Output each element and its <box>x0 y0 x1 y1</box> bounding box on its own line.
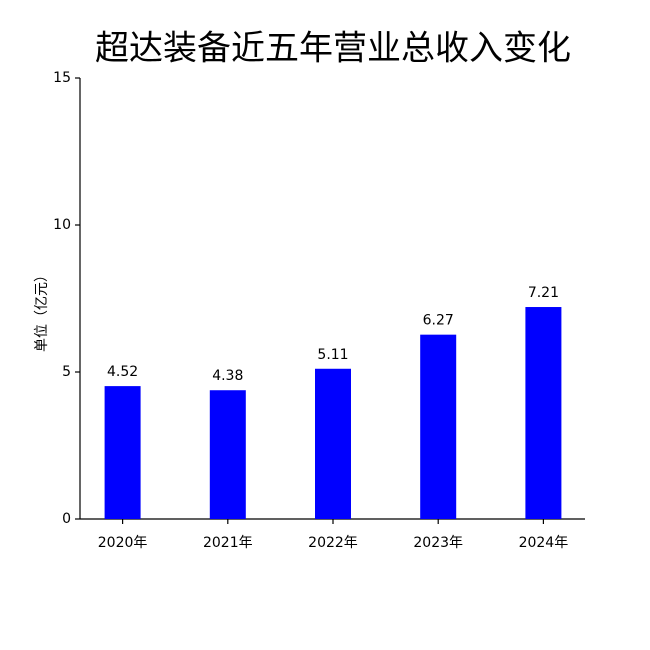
value-label: 7.21 <box>528 285 559 301</box>
value-label: 4.52 <box>107 364 138 380</box>
y-tick-label: 10 <box>53 217 71 233</box>
bar <box>420 334 457 519</box>
value-label: 6.27 <box>423 313 454 329</box>
y-tick-label: 15 <box>53 70 71 86</box>
value-label: 4.38 <box>212 368 243 384</box>
x-tick-label: 2023年 <box>413 535 463 551</box>
y-tick-label: 5 <box>62 364 71 380</box>
bar <box>104 386 141 519</box>
bar <box>209 390 246 519</box>
y-axis-label: 单位（亿元） <box>34 268 50 352</box>
bar <box>525 307 562 519</box>
x-tick-label: 2022年 <box>308 535 358 551</box>
bar <box>315 368 351 519</box>
x-tick-label: 2020年 <box>98 535 148 551</box>
x-tick-label: 2024年 <box>519 535 569 551</box>
value-label: 5.11 <box>317 347 348 363</box>
x-tick-label: 2021年 <box>203 535 253 551</box>
y-tick-label: 0 <box>62 511 71 527</box>
chart-title: 超达装备近五年营业总收入变化 <box>95 29 571 69</box>
